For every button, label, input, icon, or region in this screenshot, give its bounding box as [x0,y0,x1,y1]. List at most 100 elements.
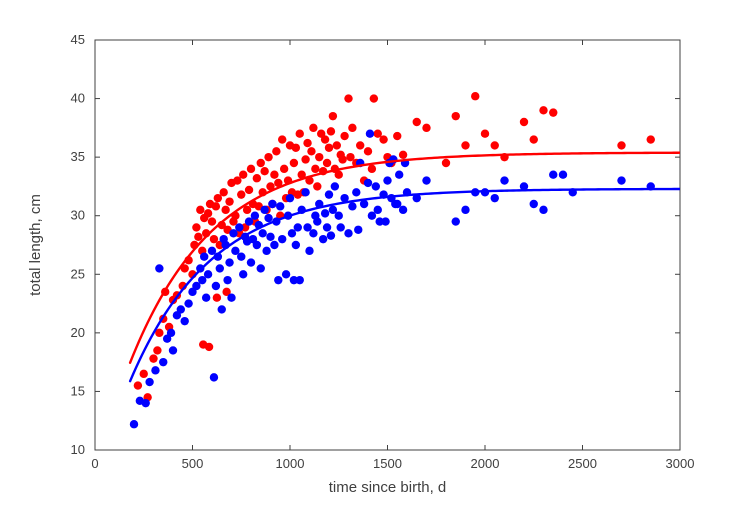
scatter-point-blue [323,223,331,231]
scatter-point-blue [204,270,212,278]
scatter-point-blue [223,276,231,284]
scatter-point-red [220,188,228,196]
y-axis-label: total length, cm [27,194,44,296]
scatter-point-blue [500,176,508,184]
scatter-point-red [364,147,372,155]
scatter-point-red [264,153,272,161]
scatter-point-red [196,206,204,214]
scatter-point-red [333,141,341,149]
scatter-point-blue [184,299,192,307]
x-tick-label: 1500 [373,456,402,471]
scatter-point-blue [227,294,235,302]
scatter-point-blue [239,270,247,278]
scatter-point-blue [155,264,163,272]
scatter-point-red [253,174,261,182]
scatter-point-blue [247,258,255,266]
scatter-point-red [344,94,352,102]
scatter-point-blue [142,399,150,407]
scatter-point-blue [210,373,218,381]
x-tick-label: 2000 [471,456,500,471]
scatter-point-blue [260,206,268,214]
scatter-point-red [413,118,421,126]
scatter-point-red [461,141,469,149]
scatter-point-blue [452,217,460,225]
scatter-point-blue [292,241,300,249]
scatter-point-blue [212,282,220,290]
scatter-point-blue [383,176,391,184]
plot-box [95,40,680,450]
scatter-point-red [260,167,268,175]
scatter-point-blue [348,202,356,210]
scatter-point-red [272,147,280,155]
scatter-point-blue [530,200,538,208]
scatter-point-blue [270,241,278,249]
scatter-point-red [315,153,323,161]
scatter-point-blue [549,171,557,179]
scatter-point-red [321,135,329,143]
scatter-point-blue [559,171,567,179]
scatter-point-red [205,343,213,351]
scatter-point-blue [276,202,284,210]
scatter-point-blue [617,176,625,184]
scatter-point-red [368,165,376,173]
scatter-point-blue [235,223,243,231]
scatter-point-blue [200,253,208,261]
scatter-point-blue [268,200,276,208]
scatter-point-red [399,151,407,159]
scatter-point-blue [251,212,259,220]
scatter-point-blue [381,217,389,225]
scatter-point-red [225,197,233,205]
scatter-point-blue [294,223,302,231]
scatter-point-red [340,132,348,140]
y-tick-label: 30 [71,208,85,223]
scatter-point-red [329,112,337,120]
scatter-point-blue [354,226,362,234]
scatter-point-blue [151,366,159,374]
scatter-point-red [617,141,625,149]
scatter-point-red [257,159,265,167]
scatter-point-blue [266,233,274,241]
scatter-point-red [309,124,317,132]
scatter-point-red [311,165,319,173]
scatter-point-red [442,159,450,167]
scatter-point-red [213,294,221,302]
y-tick-label: 20 [71,325,85,340]
scatter-point-red [212,202,220,210]
scatter-point-red [327,127,335,135]
scatter-point-blue [130,420,138,428]
y-tick-label: 45 [71,32,85,47]
scatter-point-blue [225,258,233,266]
scatter-point-red [303,139,311,147]
scatter-point-blue [159,358,167,366]
scatter-point-blue [313,217,321,225]
scatter-point-red [292,144,300,152]
scatter-point-blue [218,305,226,313]
x-tick-label: 3000 [666,456,695,471]
scatter-point-red [338,155,346,163]
scatter-point-blue [301,188,309,196]
scatter-point-blue [422,176,430,184]
scatter-point-red [221,206,229,214]
scatter-point-red [290,159,298,167]
scatter-point-blue [282,270,290,278]
scatter-point-blue [181,317,189,325]
scatter-point-red [422,124,430,132]
scatter-point-blue [325,190,333,198]
scatter-point-red [270,171,278,179]
scatter-point-red [134,381,142,389]
scatter-point-red [192,223,200,231]
scatter-point-red [153,346,161,354]
x-tick-label: 0 [91,456,98,471]
scatter-point-red [149,354,157,362]
scatter-point-red [539,106,547,114]
scatter-point-red [647,135,655,143]
scatter-point-blue [337,223,345,231]
scatter-point-red [280,165,288,173]
scatter-point-blue [274,276,282,284]
scatter-point-blue [202,294,210,302]
x-tick-label: 500 [182,456,204,471]
scatter-point-red [530,135,538,143]
scatter-point-red [335,171,343,179]
scatter-point-red [313,182,321,190]
x-axis-label: time since birth, d [329,479,447,496]
